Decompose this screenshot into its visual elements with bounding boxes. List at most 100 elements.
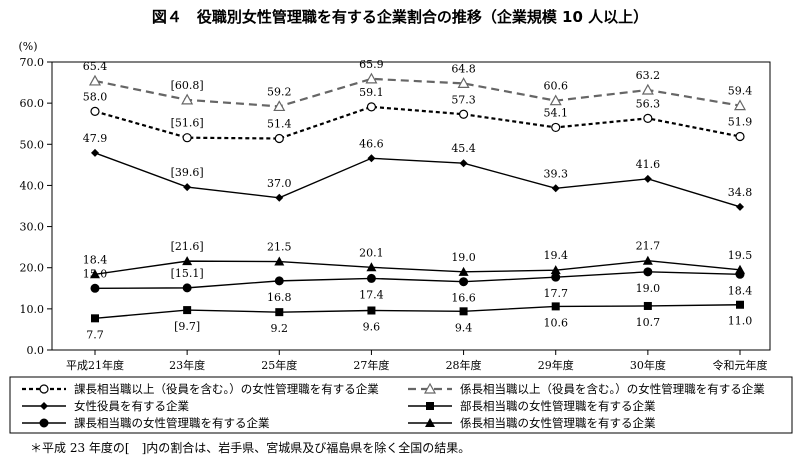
data-label-kakari_only: [21.6] xyxy=(171,240,204,253)
x-tick-label: 令和元年度 xyxy=(713,358,768,372)
data-point-yakuin xyxy=(183,183,192,192)
data-label-kacho: 57.3 xyxy=(451,93,476,106)
data-point-kacho xyxy=(182,133,192,143)
data-point-kacho_only xyxy=(182,283,192,293)
legend-marker-kacho_only xyxy=(39,418,49,428)
legend-box xyxy=(9,376,793,434)
data-label-bucho: 7.7 xyxy=(86,328,104,341)
data-label-kakari_only: 19.0 xyxy=(451,251,476,264)
data-point-bucho xyxy=(551,302,560,311)
data-label-bucho: 9.6 xyxy=(363,321,381,334)
footnote: ＊平成 23 年度の[ ]内の割合は、岩手県、宮城県及び福島県を除く全国の結果。 xyxy=(30,440,470,455)
chart-title: 図４ 役職別女性管理職を有する企業割合の推移（企業規模 10 人以上） xyxy=(152,8,648,26)
data-point-kacho xyxy=(90,106,100,116)
y-tick-label: 70.0 xyxy=(20,56,45,69)
data-point-kacho_only xyxy=(643,267,653,277)
data-point-yakuin xyxy=(91,148,99,157)
x-tick-label: 23年度 xyxy=(169,358,205,372)
data-label-bucho: [9.7] xyxy=(174,320,200,333)
x-tick-label: 29年度 xyxy=(538,358,574,372)
data-point-bucho xyxy=(643,301,652,310)
data-label-kacho: [51.6] xyxy=(171,117,204,130)
series-line-bucho xyxy=(94,304,741,320)
data-label-kacho_only: 19.0 xyxy=(636,282,661,295)
series-line-yakuin xyxy=(94,152,741,208)
series-line-kakari_only xyxy=(94,260,741,275)
data-label-kakari: 59.2 xyxy=(267,85,292,98)
series-line-kacho xyxy=(94,105,741,140)
data-label-bucho: 10.7 xyxy=(636,316,661,329)
data-point-yakuin xyxy=(275,193,284,202)
data-label-kacho_only: 17.7 xyxy=(543,287,568,300)
x-tick-label: 28年度 xyxy=(446,358,482,372)
data-label-kacho: 56.3 xyxy=(636,97,661,110)
data-label-kacho_only: 17.4 xyxy=(359,288,384,301)
legend-item-bucho: 部長相当職の女性管理職を有する企業 xyxy=(408,399,656,413)
data-label-kakari_only: 21.7 xyxy=(636,240,661,253)
data-point-kacho_only xyxy=(459,277,469,287)
x-tick-label: 27年度 xyxy=(353,358,389,372)
legend-item-kakari: 係長相当職以上（役員を含む。）の女性管理職を有する企業 xyxy=(408,382,765,396)
data-label-kacho_only: 18.4 xyxy=(728,284,753,297)
data-point-bucho xyxy=(459,307,468,316)
y-tick-label: 0.0 xyxy=(27,344,45,357)
y-tick-label: 60.0 xyxy=(20,97,45,110)
data-point-kacho xyxy=(274,133,284,144)
legend-label-kacho_only: 課長相当職の女性管理職を有する企業 xyxy=(74,416,270,430)
data-label-yakuin: 37.0 xyxy=(267,177,292,190)
data-point-bucho xyxy=(183,306,192,315)
data-point-bucho xyxy=(275,308,284,317)
legend-marker-bucho xyxy=(426,402,434,410)
legend-marker-kakari xyxy=(423,382,437,394)
data-point-kakari xyxy=(181,93,194,105)
data-point-kacho_only xyxy=(735,269,745,279)
legend-item-yakuin: 女性役員を有する企業 xyxy=(22,399,189,413)
data-label-yakuin: 46.6 xyxy=(359,137,384,150)
data-label-bucho: 10.6 xyxy=(543,316,568,329)
y-axis-unit-label: (%) xyxy=(18,40,37,53)
data-label-kakari: [60.8] xyxy=(171,79,204,92)
data-point-kacho_only xyxy=(90,283,100,293)
data-label-kakari: 59.4 xyxy=(728,85,753,98)
data-point-bucho xyxy=(367,306,376,315)
legend-marker-kakari_only xyxy=(425,418,435,427)
data-point-kakari_only xyxy=(274,256,285,266)
y-tick-label: 30.0 xyxy=(20,221,45,234)
data-label-kakari_only: 21.5 xyxy=(267,241,292,254)
data-point-kacho_only xyxy=(274,276,284,286)
legend: 課長相当職以上（役員を含む。）の女性管理職を有する企業 係長相当職以上（役員を含む… xyxy=(22,382,765,430)
data-label-bucho: 9.4 xyxy=(455,321,473,334)
data-label-bucho: 9.2 xyxy=(271,322,289,335)
data-point-kacho xyxy=(458,109,469,119)
data-point-kakari xyxy=(549,94,562,106)
data-point-kacho xyxy=(735,131,745,142)
series-line-kacho_only xyxy=(94,271,741,289)
data-labels-layer: 65.4 [60.8] 59.2 65.9 64.8 60.6 63.2 59.4 58.0 [5… xyxy=(83,58,753,341)
axes: 0.0 10.0 20.0 30.0 40.0 50.0 60.0 70.0 平成21年度 23年… xyxy=(20,56,771,372)
data-label-kakari: 63.2 xyxy=(636,69,661,82)
data-point-kakari_only xyxy=(458,266,469,276)
series-yakuin xyxy=(91,148,744,211)
legend-item-kacho: 課長相当職以上（役員を含む。）の女性管理職を有する企業 xyxy=(22,382,379,396)
series-line-kakari xyxy=(94,77,741,108)
data-label-yakuin: 45.4 xyxy=(451,142,476,155)
data-point-yakuin xyxy=(367,154,376,163)
data-label-kakari: 65.9 xyxy=(359,58,384,71)
series-bucho xyxy=(91,300,744,323)
data-point-kakari_only xyxy=(642,255,653,265)
data-label-kacho: 54.1 xyxy=(543,106,568,119)
legend-label-kakari: 係長相当職以上（役員を含む。）の女性管理職を有する企業 xyxy=(460,382,765,396)
data-point-kacho_only xyxy=(551,272,561,282)
data-point-kakari_only xyxy=(550,265,561,275)
series-kakari xyxy=(88,72,747,112)
legend-label-bucho: 部長相当職の女性管理職を有する企業 xyxy=(460,399,656,413)
legend-label-kacho: 課長相当職以上（役員を含む。）の女性管理職を有する企業 xyxy=(74,382,379,396)
y-tick-label: 20.0 xyxy=(20,262,45,275)
data-point-kakari xyxy=(733,99,747,111)
data-label-kacho: 51.4 xyxy=(267,118,292,131)
data-point-kakari_only xyxy=(90,269,100,279)
data-point-kakari xyxy=(88,74,102,86)
data-label-yakuin: 34.8 xyxy=(728,186,753,199)
